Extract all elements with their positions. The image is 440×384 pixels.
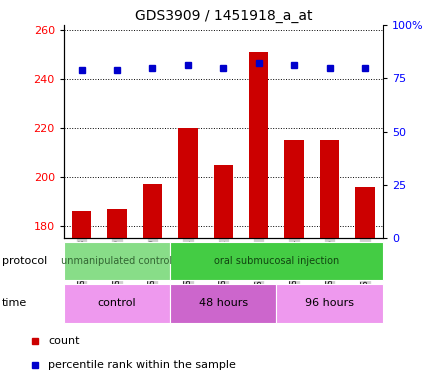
Text: count: count (48, 336, 80, 346)
Bar (64, 242, 170, 280)
Bar (213, 165, 233, 238)
Bar (276, 284, 383, 323)
Bar (72, 211, 91, 238)
Text: 48 hours: 48 hours (199, 298, 248, 308)
Bar (170, 284, 276, 323)
Text: protocol: protocol (2, 256, 48, 266)
Text: control: control (98, 298, 136, 308)
Bar (356, 187, 375, 238)
Text: percentile rank within the sample: percentile rank within the sample (48, 360, 236, 370)
Bar (178, 128, 198, 238)
Bar (64, 284, 170, 323)
Text: time: time (2, 298, 27, 308)
Bar (107, 209, 127, 238)
Bar (249, 52, 268, 238)
Text: 96 hours: 96 hours (305, 298, 354, 308)
Text: unmanipulated control: unmanipulated control (62, 256, 172, 266)
Title: GDS3909 / 1451918_a_at: GDS3909 / 1451918_a_at (135, 8, 312, 23)
Bar (170, 242, 383, 280)
Bar (143, 184, 162, 238)
Bar (320, 140, 339, 238)
Bar (284, 140, 304, 238)
Text: oral submucosal injection: oral submucosal injection (214, 256, 339, 266)
